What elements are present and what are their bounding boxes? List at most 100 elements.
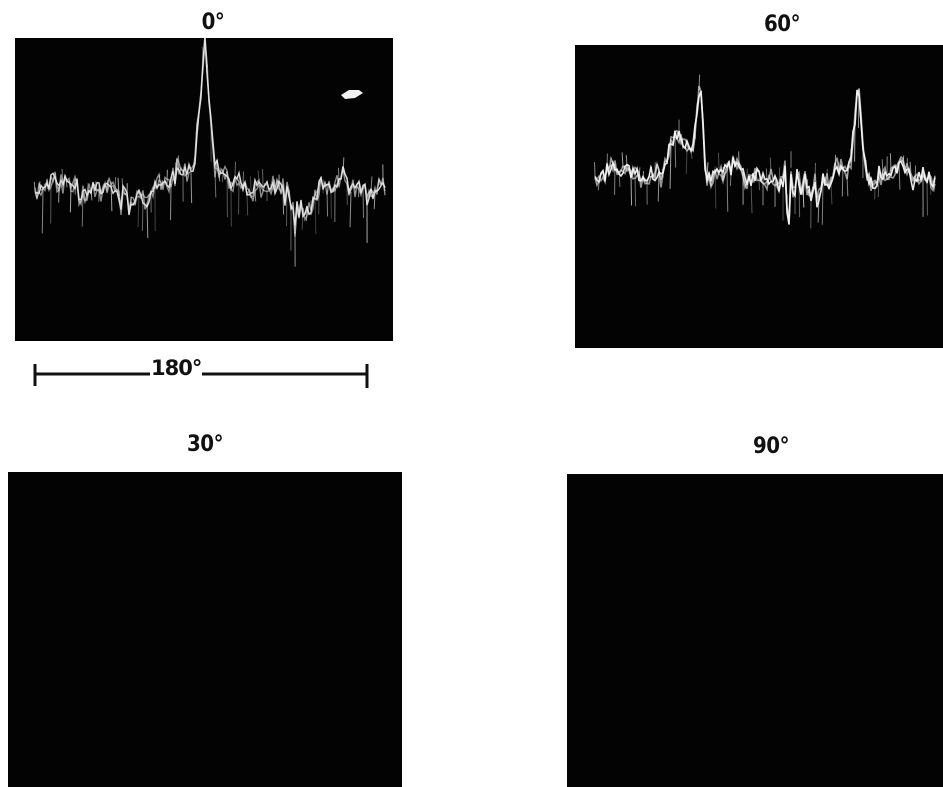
trace-noise	[54, 172, 57, 178]
trace-noise	[102, 183, 105, 190]
trace-noise	[373, 191, 376, 209]
trace-noise	[370, 176, 373, 191]
trace-noise	[110, 181, 113, 212]
trace-noise	[86, 183, 89, 202]
trace-noise	[285, 181, 288, 227]
trace-noise	[933, 180, 936, 192]
trace-noise	[242, 171, 245, 189]
trace-noise	[909, 161, 912, 175]
trace-noise	[841, 165, 844, 197]
trace-noise	[185, 171, 188, 181]
trace-noise	[342, 157, 345, 173]
trace-noise	[857, 93, 860, 128]
panel-title-0: 0°	[201, 10, 225, 35]
trace-noise	[918, 173, 921, 178]
scope-screen-0	[15, 38, 393, 341]
panel-title-30: 30°	[187, 432, 223, 457]
trace-noise	[690, 149, 693, 159]
trace-noise	[618, 171, 621, 187]
trace-noise	[90, 188, 93, 201]
trace-noise	[94, 181, 97, 191]
scale-label: 180°	[150, 356, 202, 380]
trace-noise	[218, 172, 221, 182]
trace-noise	[65, 180, 68, 188]
trace-noise	[729, 173, 732, 186]
trace-noise	[130, 196, 133, 204]
trace-noise	[121, 178, 124, 192]
trace-noise	[877, 172, 880, 197]
trace-noise	[830, 183, 833, 205]
trace-noise	[273, 179, 276, 188]
trace-noise	[669, 143, 672, 189]
trace-plot-60	[594, 74, 936, 229]
bright-spot	[341, 90, 363, 99]
trace-noise	[902, 155, 905, 163]
trace-noise	[638, 167, 641, 179]
trace-noise	[69, 184, 72, 213]
trace-noise	[802, 187, 805, 208]
trace-noise	[625, 155, 628, 167]
trace-noise	[314, 196, 317, 235]
trace-noise	[834, 154, 837, 169]
trace-noise	[146, 202, 149, 239]
scope-screen-60	[575, 45, 943, 348]
trace-noise	[81, 192, 84, 227]
trace-noise	[698, 74, 701, 92]
trace-noise	[714, 165, 717, 209]
trace-noise	[46, 178, 49, 189]
trace-plot-0	[33, 38, 386, 267]
trace-noise	[234, 161, 237, 177]
trace-noise	[621, 152, 624, 168]
trace-noise	[778, 167, 781, 186]
trace-noise	[106, 180, 109, 188]
trace-noise	[630, 176, 633, 206]
trace-noise	[61, 168, 64, 187]
trace-noise	[865, 160, 868, 179]
trace-noise	[117, 177, 120, 197]
trace-noise	[898, 161, 901, 190]
trace-noise	[137, 192, 140, 228]
trace-noise	[38, 181, 41, 189]
trace-noise	[249, 176, 252, 194]
trace-noise	[666, 158, 669, 163]
panel-title-90: 90°	[753, 434, 789, 459]
trace-noise	[765, 168, 768, 186]
trace-noise	[657, 171, 660, 202]
scale-bar-180	[33, 364, 369, 388]
trace-noise	[894, 167, 897, 172]
trace-noise	[114, 176, 117, 193]
trace-noise	[634, 173, 637, 207]
trace-noise	[750, 181, 753, 214]
trace-noise	[349, 191, 352, 228]
panel-title-60: 60°	[764, 12, 800, 37]
trace-noise	[798, 179, 801, 218]
trace-noise	[214, 171, 217, 198]
trace-noise	[702, 123, 705, 138]
trace-noise	[41, 190, 44, 234]
trace-noise	[681, 137, 684, 145]
scope-screen-90	[567, 474, 943, 787]
trace-noise	[177, 155, 180, 170]
trace-line	[34, 43, 386, 234]
trace-line	[34, 40, 386, 237]
trace-noise	[685, 145, 688, 174]
trace-noise	[817, 195, 820, 223]
trace-noise	[33, 181, 36, 192]
trace-noise	[158, 174, 161, 179]
trace-noise	[753, 174, 756, 184]
scope-screen-30	[8, 472, 402, 787]
trace-noise	[161, 180, 164, 186]
trace-line	[594, 89, 936, 225]
trace-noise	[337, 167, 340, 185]
trace-noise	[821, 178, 824, 225]
trace-noise	[254, 187, 257, 202]
trace-noise	[889, 153, 892, 172]
trace-noise	[190, 172, 193, 204]
trace-noise	[305, 208, 308, 222]
trace-noise	[282, 184, 285, 215]
trace-noise	[881, 159, 884, 176]
trace-noise	[201, 46, 204, 65]
trace-noise	[642, 171, 645, 183]
trace-noise	[769, 157, 772, 175]
trace-noise	[717, 152, 720, 169]
